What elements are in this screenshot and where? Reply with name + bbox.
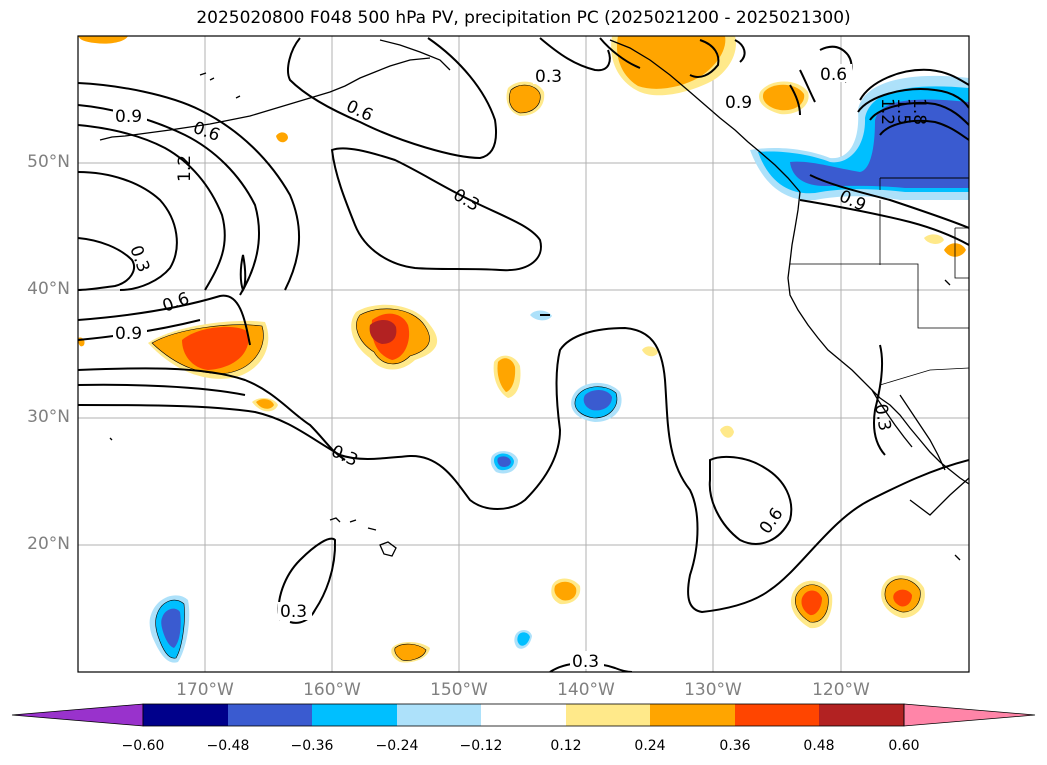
lat-label-30: 30°N [27, 407, 70, 427]
colorbar-tick: −0.36 [290, 738, 334, 754]
precip-shading [78, 36, 969, 663]
colorbar-tick: −0.60 [121, 738, 165, 754]
lat-label-20: 20°N [27, 534, 70, 554]
lon-label-140w: 140°W [557, 680, 615, 700]
svg-text:0.6: 0.6 [756, 504, 788, 538]
lon-label-170w: 170°W [176, 680, 234, 700]
colorbar-tick: 0.48 [803, 738, 835, 754]
lon-label-160w: 160°W [303, 680, 361, 700]
svg-text:0.9: 0.9 [115, 107, 142, 127]
svg-text:1.2: 1.2 [877, 98, 897, 125]
svg-text:0.3: 0.3 [535, 67, 562, 87]
svg-text:0.6: 0.6 [343, 96, 376, 126]
svg-text:0.3: 0.3 [870, 402, 894, 432]
svg-text:0.3: 0.3 [125, 243, 153, 275]
coastlines [99, 39, 969, 561]
colorbar-tick: −0.48 [206, 738, 250, 754]
svg-text:0.6: 0.6 [820, 65, 847, 85]
lon-label-120w: 120°W [812, 680, 870, 700]
lat-label-40: 40°N [27, 279, 70, 299]
svg-text:1.2: 1.2 [175, 155, 195, 182]
svg-text:0.9: 0.9 [115, 324, 142, 344]
svg-text:0.3: 0.3 [328, 441, 361, 471]
lon-label-130w: 130°W [684, 680, 742, 700]
colorbar-tick: 0.24 [634, 738, 666, 754]
colorbar-tick: −0.24 [375, 738, 419, 754]
svg-text:0.3: 0.3 [450, 185, 483, 216]
colorbar-tick: −0.12 [459, 738, 503, 754]
svg-text:0.6: 0.6 [160, 289, 192, 317]
svg-text:1.8: 1.8 [909, 98, 929, 125]
colorbar [11, 703, 1036, 727]
colorbar-extend-high [903, 703, 1036, 727]
lon-label-150w: 150°W [430, 680, 488, 700]
map-title: 2025020800 F048 500 hPa PV, precipitatio… [196, 8, 851, 28]
lat-label-50: 50°N [27, 152, 70, 172]
colorbar-tick: 0.12 [550, 738, 582, 754]
svg-text:1.5: 1.5 [893, 98, 913, 125]
pv-contours [78, 37, 969, 672]
svg-text:0.9: 0.9 [725, 93, 752, 113]
svg-text:0.3: 0.3 [572, 652, 599, 672]
map-frame [77, 35, 970, 673]
colorbar-extend-low [11, 703, 144, 727]
gridlines [78, 36, 969, 672]
colorbar-tick: 0.36 [719, 738, 751, 754]
svg-text:0.3: 0.3 [280, 602, 307, 622]
colorbar-tick: 0.60 [888, 738, 920, 754]
